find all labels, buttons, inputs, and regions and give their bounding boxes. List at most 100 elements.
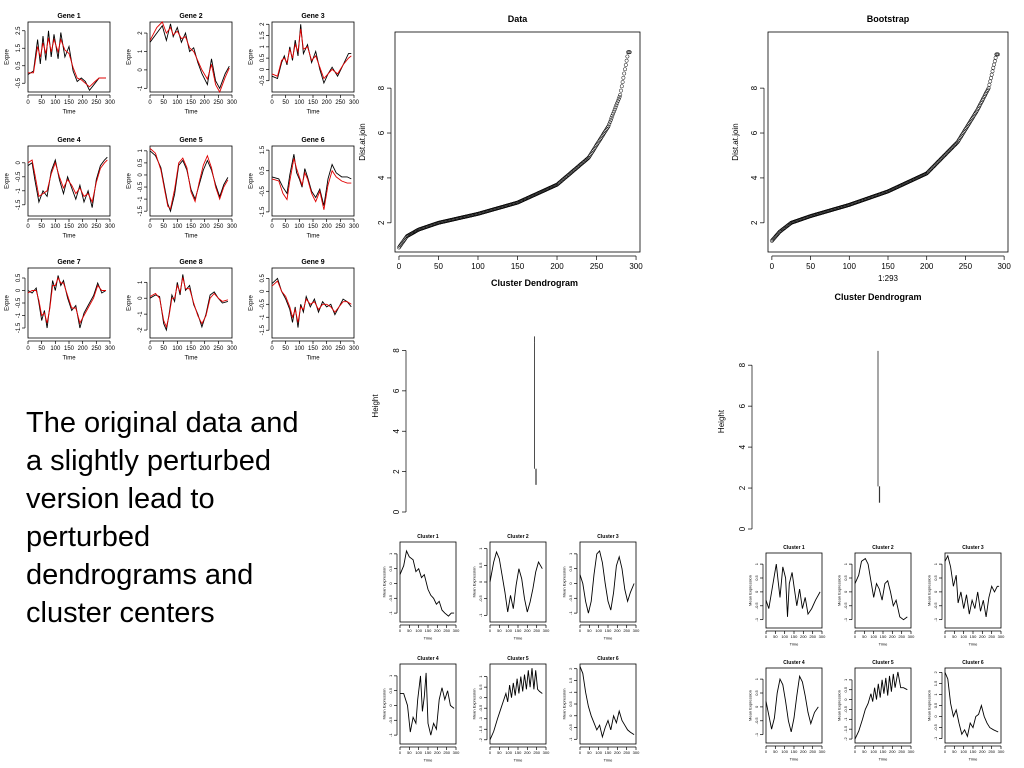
x-axis-label: Time	[62, 234, 76, 240]
y-tick-label: 0	[388, 704, 393, 707]
y-tick-label: 0.5	[478, 562, 483, 568]
x-tick-label: 300	[453, 750, 460, 755]
x-tick-label: 0	[399, 628, 402, 633]
series-line-2	[271, 158, 352, 210]
data-point	[989, 76, 993, 80]
y-axis-label: Expre	[126, 295, 132, 311]
x-axis-label: Time	[184, 110, 198, 116]
chart-c3: Cluster 3 0 50 100 150 200 250 300 Time -1 -0.5 0 0.…	[562, 534, 641, 640]
x-tick-label: 0	[944, 749, 947, 754]
x-axis-label: Time	[514, 757, 524, 762]
y-tick-label: 6	[392, 388, 401, 393]
x-tick-label: 250	[533, 750, 540, 755]
y-tick-label: 0.5	[843, 574, 848, 580]
x-tick-label: 150	[970, 749, 977, 754]
y-axis-label: Mean Expression	[837, 690, 842, 721]
y-tick-label: 1	[754, 677, 759, 680]
series-line-1	[765, 564, 821, 617]
series-line-2	[149, 277, 229, 329]
chart-title: Cluster 2	[507, 534, 529, 540]
y-axis-label: Expre	[248, 173, 254, 189]
x-tick-label: 250	[335, 224, 346, 230]
x-tick-label: 250	[898, 749, 905, 754]
y-tick-label: -0.5	[568, 723, 573, 731]
chart-title: Gene 1	[57, 13, 80, 20]
chart-dendro2: Cluster Dendrogram 0 2 4 6 8 Height	[717, 292, 922, 531]
y-tick-label: 0	[933, 590, 938, 593]
x-tick-label: 300	[227, 100, 238, 106]
x-tick-label: 250	[988, 749, 995, 754]
plot-frame	[944, 552, 1002, 629]
y-tick-label: -1	[260, 314, 266, 320]
y-tick-label: 4	[738, 444, 747, 449]
x-tick-label: 150	[64, 100, 75, 106]
y-tick-label: -0.5	[388, 716, 393, 724]
y-tick-label: -0.5	[754, 717, 759, 725]
x-tick-label: 50	[862, 749, 867, 754]
x-tick-label: 50	[282, 100, 289, 106]
y-tick-label: 0.5	[754, 574, 759, 580]
series-line-1	[944, 554, 1000, 617]
x-tick-label: 150	[308, 100, 319, 106]
y-tick-label: -0.5	[260, 75, 266, 86]
y-tick-label: 0	[568, 582, 573, 585]
x-tick-label: 200	[322, 224, 333, 230]
x-tick-label: 50	[497, 750, 502, 755]
x-tick-label: 200	[979, 634, 986, 639]
plot-frame	[765, 552, 823, 629]
y-axis-label: Expre	[248, 295, 254, 311]
x-tick-label: 100	[50, 224, 61, 230]
x-tick-label: 200	[524, 750, 531, 755]
y-tick-label: -1	[388, 611, 393, 615]
series-line-1	[854, 671, 908, 740]
x-tick-label: 150	[791, 634, 798, 639]
x-tick-label: 300	[105, 346, 116, 352]
x-tick-label: 100	[505, 750, 512, 755]
y-tick-label: 1	[138, 49, 144, 53]
x-tick-label: 100	[505, 628, 512, 633]
y-tick-label: 0	[478, 696, 483, 699]
y-tick-label: 1	[478, 547, 483, 550]
y-tick-label: -1.5	[260, 324, 266, 335]
chart-c5: Cluster 5 0 50 100 150 200 250 300 Time -2 -1.5 -1 -…	[472, 656, 551, 762]
caption-line-5: dendrograms and	[26, 559, 254, 591]
chart-title: Cluster 6	[962, 660, 984, 666]
x-tick-label: 300	[998, 749, 1005, 754]
y-tick-label: 0	[138, 68, 144, 72]
data-point	[619, 84, 624, 89]
x-tick-label: 100	[294, 346, 305, 352]
x-tick-label: 100	[50, 346, 61, 352]
data-point	[988, 79, 993, 84]
data-point	[992, 62, 997, 67]
y-tick-label: -1.5	[16, 322, 22, 333]
plot-frame	[271, 21, 355, 93]
chart-dendro1: Cluster Dendrogram 0 2 4 6 8 Height	[371, 278, 578, 514]
x-tick-label: 250	[623, 750, 630, 755]
data-point	[614, 103, 619, 108]
x-tick-label: 0	[399, 750, 402, 755]
y-tick-label: -1.5	[16, 199, 22, 210]
x-axis-label: Time	[790, 641, 800, 646]
chart-b6: Cluster 6 0 50 100 150 200 250 300 Time -1 -0.5 0 0.…	[927, 660, 1006, 761]
x-tick-label: 50	[497, 628, 502, 633]
data-point	[617, 95, 622, 99]
x-tick-label: 300	[453, 628, 460, 633]
x-tick-label: 150	[881, 262, 895, 271]
y-tick-label: 0.5	[138, 158, 144, 167]
chart-title: Gene 7	[57, 259, 80, 266]
x-tick-label: 100	[294, 100, 305, 106]
y-tick-label: 1	[754, 562, 759, 565]
x-tick-label: 150	[186, 346, 197, 352]
x-tick-label: 50	[773, 749, 778, 754]
chart-c6: Cluster 6 0 50 100 150 200 250 300 Time -1 -0.5 0 0.…	[562, 656, 641, 762]
x-axis-label: Time	[424, 635, 434, 640]
x-tick-label: 100	[870, 634, 877, 639]
x-tick-label: 200	[524, 628, 531, 633]
chart-gene9: Gene 9 0 50 100 150 200 250 300 Time -1.5 -1 -0.5 0 0…	[248, 259, 359, 362]
y-tick-label: 2	[568, 667, 573, 670]
x-tick-label: 0	[397, 262, 402, 271]
chart-b5: Cluster 5 0 50 100 150 200 250 300 Time -2 -1.5 -1 -…	[837, 660, 916, 761]
plot-frame	[271, 145, 355, 217]
x-tick-label: 150	[515, 628, 522, 633]
y-tick-label: 0.5	[260, 274, 266, 283]
